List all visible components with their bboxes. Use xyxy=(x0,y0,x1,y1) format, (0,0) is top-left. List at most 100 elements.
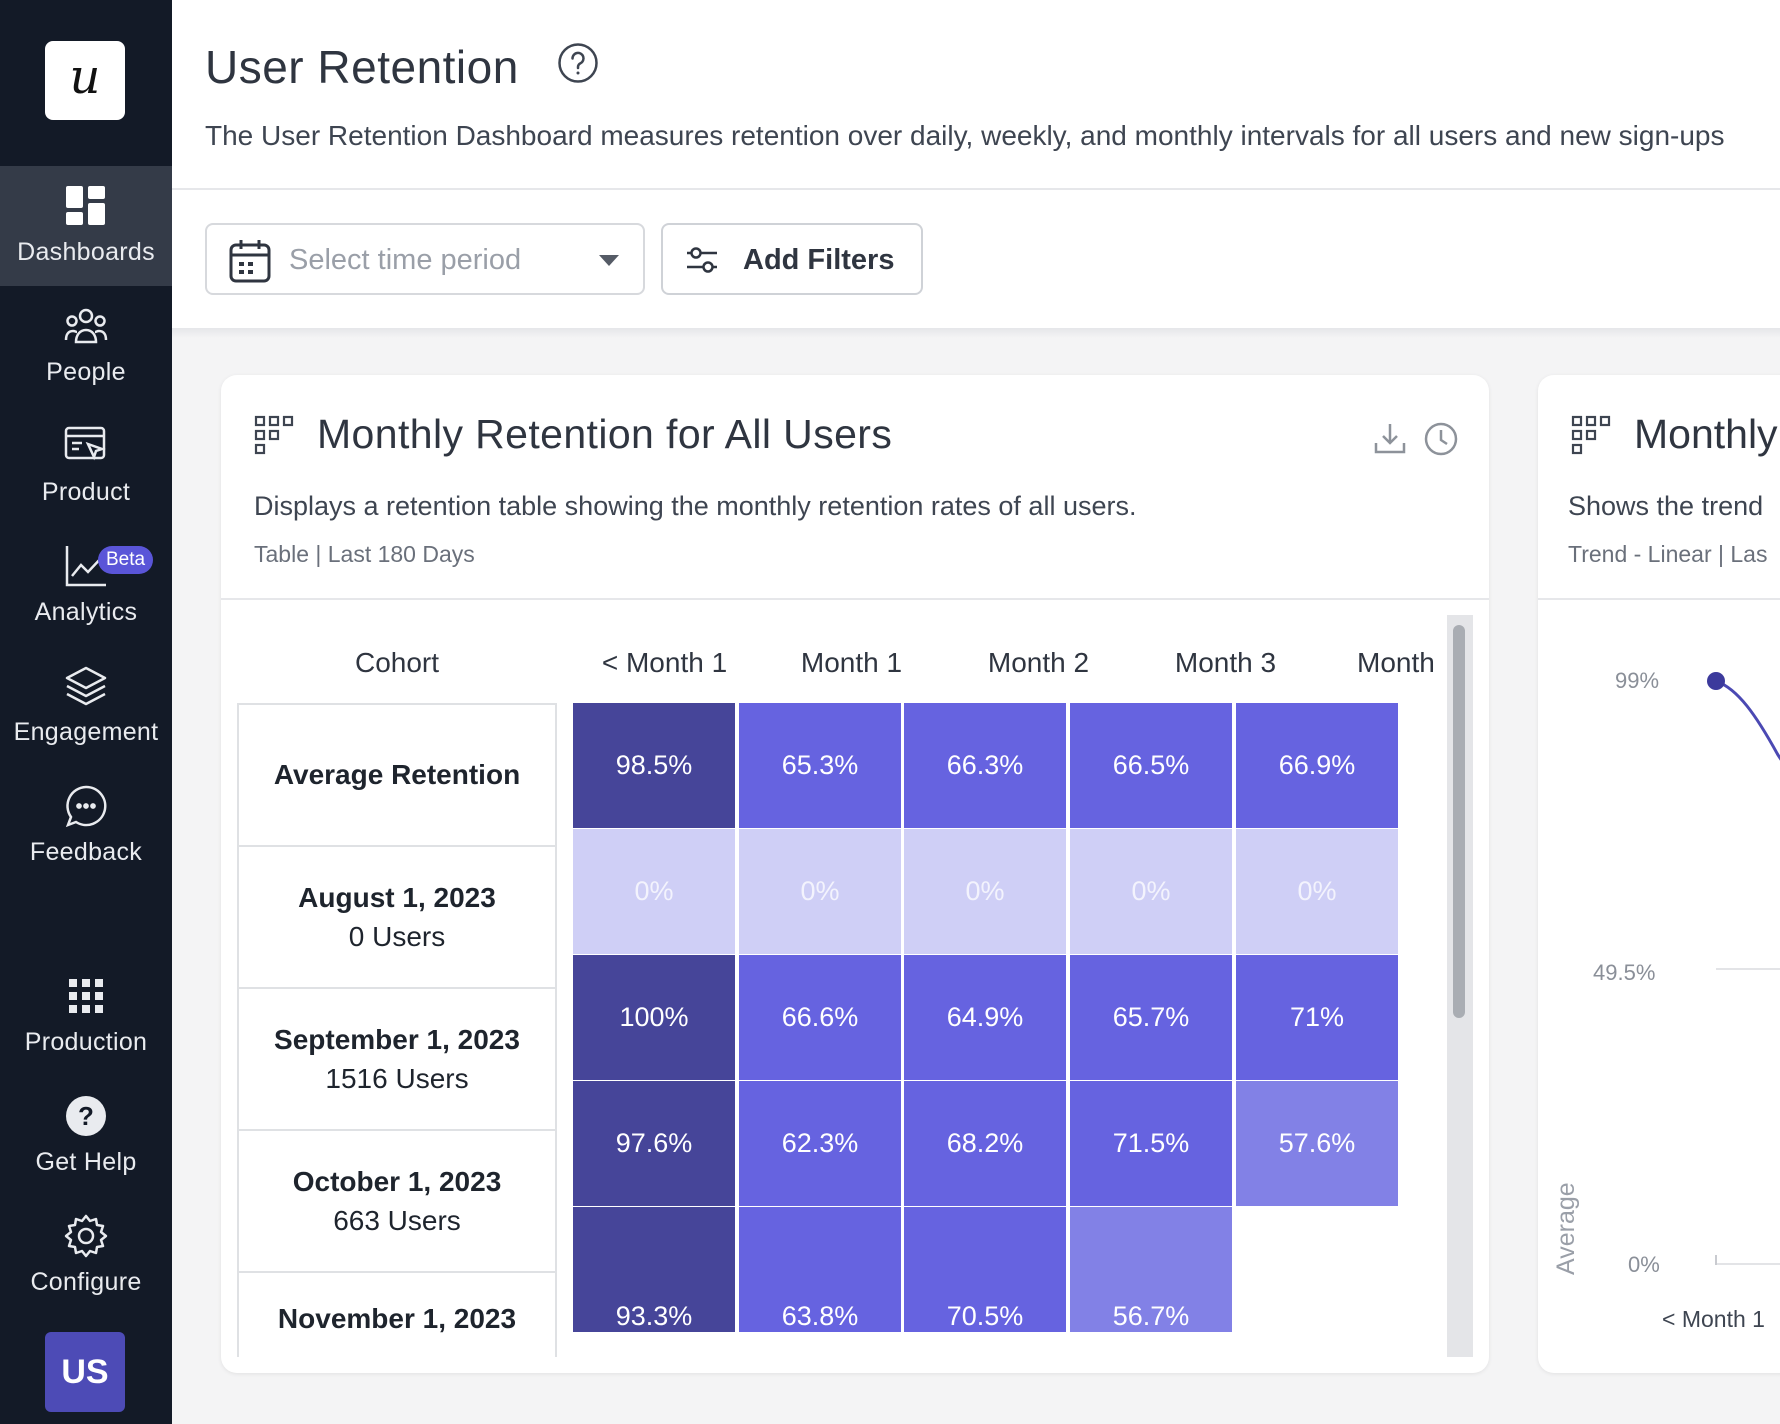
cohort-name: Average Retention xyxy=(273,759,521,791)
page-title: User Retention xyxy=(205,41,519,93)
retention-cell[interactable]: 0% xyxy=(1070,829,1232,954)
table-scrollbar-thumb[interactable] xyxy=(1453,625,1465,1018)
page-header: User Retention The User Retention Dashbo… xyxy=(172,0,1780,328)
filter-sliders-icon xyxy=(685,245,719,280)
time-period-select[interactable]: Select time period xyxy=(205,223,645,295)
retention-table-card: Monthly Retention for All Users Displays… xyxy=(221,375,1489,1373)
analytics-icon: Beta xyxy=(64,544,154,588)
retention-cell[interactable]: 68.2% xyxy=(904,1081,1066,1206)
cohort-name: September 1, 2023 xyxy=(274,1023,520,1055)
retention-cell[interactable]: 66.6% xyxy=(739,955,901,1080)
y-tick-label: 49.5% xyxy=(1593,960,1656,985)
user-avatar[interactable]: US xyxy=(45,1332,125,1412)
product-icon xyxy=(64,424,108,468)
retention-cell[interactable]: 66.3% xyxy=(904,703,1066,828)
people-icon xyxy=(64,304,108,348)
clock-icon[interactable] xyxy=(1423,421,1459,462)
sidebar-item-analytics[interactable]: Beta Analytics xyxy=(0,526,172,646)
cohort-name: October 1, 2023 xyxy=(292,1165,502,1197)
chevron-down-icon xyxy=(599,255,619,266)
layers-icon xyxy=(64,664,108,708)
card-meta: Trend - Linear | Las xyxy=(1568,541,1768,567)
app-logo[interactable]: u xyxy=(45,41,125,120)
sidebar-item-label: Engagement xyxy=(13,718,159,746)
sidebar-item-configure[interactable]: Configure xyxy=(0,1196,172,1316)
add-filters-button[interactable]: Add Filters xyxy=(661,223,923,295)
sidebar: u Dashboards People Product Beta Analyti… xyxy=(0,0,172,1424)
retention-cell[interactable]: 57.6% xyxy=(1236,1081,1398,1206)
sidebar-item-label: Production xyxy=(24,1028,148,1056)
retention-cell[interactable]: 0% xyxy=(904,829,1066,954)
retention-cell[interactable]: 71% xyxy=(1236,955,1398,1080)
retention-cell[interactable]: 66.5% xyxy=(1070,703,1232,828)
chat-icon xyxy=(64,784,108,828)
sidebar-item-label: Analytics xyxy=(34,598,138,626)
retention-cell[interactable]: 66.9% xyxy=(1236,703,1398,828)
sidebar-item-engagement[interactable]: Engagement xyxy=(0,646,172,766)
column-header-cohort: Cohort xyxy=(354,647,440,678)
sidebar-item-label: Feedback xyxy=(29,838,143,866)
question-circle-icon[interactable] xyxy=(557,42,599,89)
table-row-label: Average Retention xyxy=(237,703,557,847)
table-widget-icon xyxy=(1571,415,1613,462)
add-filters-label: Add Filters xyxy=(743,244,895,276)
table-widget-icon xyxy=(254,415,296,462)
cohort-users: 1516 Users xyxy=(325,1063,469,1094)
retention-cell[interactable]: 0% xyxy=(573,829,735,954)
card-divider xyxy=(221,598,1489,600)
retention-cell[interactable]: 98.5% xyxy=(573,703,735,828)
retention-trend-card: Monthly Shows the trend Trend - Linear |… xyxy=(1538,375,1780,1373)
logo-letter: u xyxy=(69,48,101,105)
sidebar-item-label: Get Help xyxy=(35,1148,137,1176)
trend-line xyxy=(1715,679,1780,761)
card-divider xyxy=(1538,598,1780,600)
column-header: Month 3 xyxy=(1174,647,1277,678)
cohort-users: 663 Users xyxy=(333,1205,461,1236)
sidebar-item-feedback[interactable]: Feedback xyxy=(0,766,172,886)
retention-cell[interactable]: 63.8% xyxy=(739,1207,901,1332)
card-description: Shows the trend xyxy=(1568,491,1764,521)
retention-cell[interactable]: 64.9% xyxy=(904,955,1066,1080)
retention-cell[interactable]: 71.5% xyxy=(1070,1081,1232,1206)
table-row-label: November 1, 2023 xyxy=(237,1271,557,1357)
page-description: The User Retention Dashboard measures re… xyxy=(205,120,1725,151)
table-row-label: September 1, 2023 1516 Users xyxy=(237,987,557,1131)
download-icon[interactable] xyxy=(1373,421,1407,460)
retention-cell[interactable]: 70.5% xyxy=(904,1207,1066,1332)
retention-cell[interactable]: 93.3% xyxy=(573,1207,735,1332)
column-header: Month 1 xyxy=(800,647,903,678)
retention-table: Cohort < Month 1 Month 1 Month 2 Month 3… xyxy=(237,615,1463,1357)
table-row-label: October 1, 2023 663 Users xyxy=(237,1129,557,1273)
gear-icon xyxy=(64,1214,108,1258)
retention-cell[interactable]: 100% xyxy=(573,955,735,1080)
sidebar-item-label: Configure xyxy=(30,1268,142,1296)
cohort-name: November 1, 2023 xyxy=(277,1303,517,1334)
retention-cell[interactable]: 56.7% xyxy=(1070,1207,1232,1332)
retention-cell[interactable]: 0% xyxy=(739,829,901,954)
retention-cell[interactable]: 0% xyxy=(1236,829,1398,954)
data-point[interactable] xyxy=(1707,672,1725,690)
cohort-users: 0 Users xyxy=(348,921,446,952)
sidebar-item-dashboards[interactable]: Dashboards xyxy=(0,166,172,286)
header-divider xyxy=(172,188,1780,190)
column-header: Month xyxy=(1357,647,1435,678)
time-period-placeholder: Select time period xyxy=(289,244,522,276)
sidebar-item-product[interactable]: Product xyxy=(0,406,172,526)
retention-cell[interactable]: 62.3% xyxy=(739,1081,901,1206)
sidebar-item-people[interactable]: People xyxy=(0,286,172,406)
column-header: Month 2 xyxy=(987,647,1090,678)
retention-cell[interactable]: 97.6% xyxy=(573,1081,735,1206)
sidebar-item-label: People xyxy=(46,358,126,386)
header-shadow xyxy=(172,328,1780,338)
retention-cell[interactable]: 65.3% xyxy=(739,703,901,828)
card-meta: Table | Last 180 Days xyxy=(254,541,475,567)
retention-cell[interactable]: 65.7% xyxy=(1070,955,1232,1080)
dashboard-icon xyxy=(64,184,108,228)
x-tick-label: < Month 1 xyxy=(1662,1306,1765,1332)
svg-text:?: ? xyxy=(78,1101,94,1131)
cohort-name: August 1, 2023 xyxy=(298,881,496,913)
trend-chart xyxy=(1707,672,1780,1265)
sidebar-item-production[interactable]: Production xyxy=(0,956,172,1076)
sidebar-item-get-help[interactable]: ? Get Help xyxy=(0,1076,172,1196)
calendar-icon xyxy=(229,239,271,288)
